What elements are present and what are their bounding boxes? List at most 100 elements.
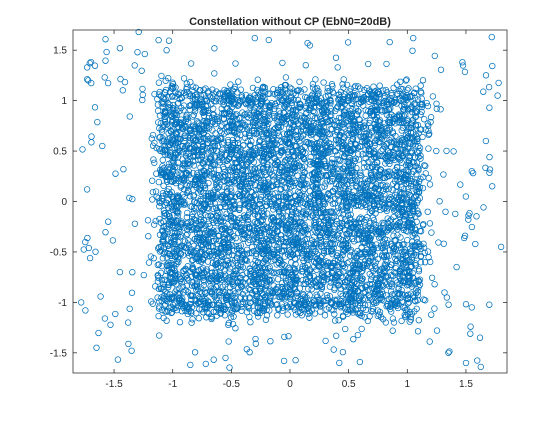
data-point <box>347 85 354 92</box>
data-point <box>305 307 312 315</box>
data-point <box>419 184 427 192</box>
data-point <box>203 145 211 152</box>
data-point <box>183 112 190 119</box>
data-point <box>335 197 343 204</box>
data-point <box>330 160 337 167</box>
data-point <box>383 292 390 299</box>
data-point <box>150 156 157 163</box>
data-point <box>306 292 313 299</box>
data-point <box>305 285 312 293</box>
data-point <box>414 164 421 171</box>
data-point <box>155 119 162 126</box>
data-point <box>338 204 345 211</box>
data-point <box>398 291 406 298</box>
data-point <box>431 281 438 288</box>
data-point <box>342 308 350 316</box>
data-point <box>320 79 327 86</box>
data-point <box>377 266 384 273</box>
data-point <box>371 139 379 146</box>
data-point <box>183 80 190 87</box>
data-point <box>273 157 280 165</box>
data-point <box>381 264 388 272</box>
data-point <box>376 176 383 184</box>
data-point <box>412 101 419 109</box>
data-point <box>281 243 288 250</box>
data-point <box>188 296 195 303</box>
data-point <box>258 249 265 256</box>
data-point <box>255 124 262 131</box>
data-point <box>241 201 248 208</box>
data-point <box>280 110 288 117</box>
data-point <box>288 259 295 266</box>
data-point <box>327 197 334 204</box>
data-point <box>388 295 395 302</box>
data-point <box>162 301 169 308</box>
data-point <box>312 248 319 255</box>
data-point <box>248 281 255 289</box>
data-point <box>192 217 200 224</box>
data-point <box>367 224 374 232</box>
data-point <box>254 313 262 320</box>
data-point <box>177 89 184 96</box>
data-point <box>281 333 288 341</box>
data-point <box>225 252 233 259</box>
data-point <box>363 246 371 253</box>
data-point <box>227 314 235 321</box>
data-point <box>384 236 391 244</box>
data-point <box>284 311 291 318</box>
data-point <box>264 224 272 232</box>
scatter-points <box>78 28 505 371</box>
data-point <box>140 271 147 279</box>
data-point <box>351 84 358 91</box>
data-point <box>354 83 362 90</box>
data-point <box>317 290 324 297</box>
data-point <box>218 305 225 312</box>
data-point <box>192 255 199 262</box>
data-point <box>149 131 157 139</box>
data-point <box>198 244 206 251</box>
data-point <box>370 83 377 90</box>
data-point <box>366 130 373 137</box>
data-point <box>183 232 190 239</box>
data-point <box>294 292 301 300</box>
data-point <box>376 82 383 89</box>
data-point <box>349 305 356 313</box>
data-point <box>296 78 303 85</box>
data-point <box>204 309 211 316</box>
data-point <box>182 142 190 150</box>
data-point <box>225 277 232 284</box>
data-point <box>187 78 194 86</box>
data-point <box>226 268 233 275</box>
data-point <box>164 290 171 297</box>
data-point <box>327 241 334 248</box>
data-point <box>337 290 344 298</box>
data-point <box>166 217 173 225</box>
data-point <box>349 105 356 113</box>
data-point <box>408 256 416 264</box>
data-point <box>154 294 161 301</box>
data-point <box>261 258 268 265</box>
data-point <box>197 284 204 291</box>
data-point <box>317 139 324 146</box>
data-point <box>347 211 354 218</box>
data-point <box>188 282 196 289</box>
data-point <box>406 218 413 226</box>
data-point <box>391 145 399 152</box>
data-point <box>299 290 307 298</box>
data-point <box>311 109 318 116</box>
data-point <box>395 153 402 160</box>
data-point <box>427 114 435 121</box>
data-point <box>282 74 290 81</box>
data-point <box>358 244 365 252</box>
data-point <box>226 265 234 272</box>
data-point <box>260 83 267 90</box>
data-point <box>339 81 346 88</box>
data-point <box>157 285 165 293</box>
data-point <box>251 182 259 189</box>
data-point <box>278 268 285 276</box>
data-point <box>267 278 274 285</box>
data-point <box>377 206 384 214</box>
data-point <box>281 92 288 99</box>
